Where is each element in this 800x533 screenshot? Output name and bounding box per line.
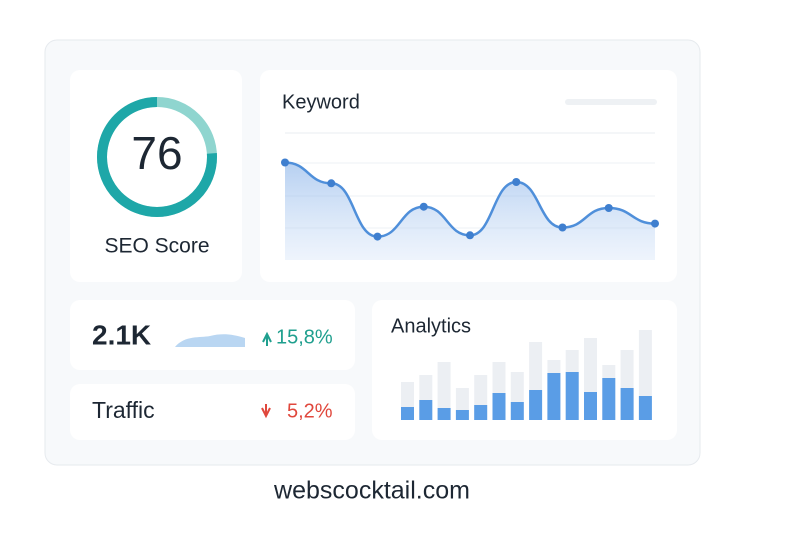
change-up: 15,8% bbox=[276, 326, 333, 348]
bar bbox=[584, 392, 597, 420]
keyword-point bbox=[419, 202, 428, 211]
bar bbox=[547, 373, 561, 420]
keyword-point bbox=[651, 219, 659, 228]
bar bbox=[638, 396, 652, 420]
seo-label: SEO Score bbox=[104, 235, 209, 258]
keyword-point bbox=[373, 232, 382, 241]
keyword-point bbox=[281, 158, 289, 167]
bar bbox=[419, 400, 433, 420]
keyword-point bbox=[466, 231, 474, 240]
keyword-point bbox=[512, 178, 521, 186]
stat-card bbox=[70, 300, 355, 370]
bar bbox=[437, 408, 451, 420]
bar bbox=[455, 410, 469, 420]
seo-score: 76 bbox=[131, 127, 182, 179]
bar bbox=[401, 407, 414, 420]
stat-value: 2.1K bbox=[92, 319, 151, 350]
arrow-up bbox=[262, 331, 272, 346]
footer: webscocktail.com bbox=[273, 477, 470, 505]
keyword-area bbox=[285, 162, 655, 260]
traffic-label: Traffic bbox=[92, 397, 155, 423]
traffic-card bbox=[70, 384, 355, 440]
keyword-title: Keyword bbox=[282, 91, 360, 113]
bar bbox=[510, 402, 524, 420]
background-bar bbox=[437, 362, 451, 420]
bar bbox=[602, 378, 616, 420]
sparkline bbox=[175, 334, 245, 347]
placeholder-bar bbox=[565, 99, 657, 105]
bar bbox=[529, 390, 543, 420]
arrow-down bbox=[261, 404, 271, 419]
keyword-point bbox=[558, 223, 567, 232]
change-down: 5,2% bbox=[287, 400, 333, 422]
analytics-title: Analytics bbox=[391, 315, 471, 337]
score-arc bbox=[97, 97, 217, 217]
bar bbox=[620, 388, 634, 420]
keyword-point bbox=[604, 204, 613, 212]
bar bbox=[474, 405, 488, 420]
bar bbox=[492, 393, 506, 420]
bar bbox=[565, 372, 579, 420]
keyword-point bbox=[327, 179, 336, 188]
